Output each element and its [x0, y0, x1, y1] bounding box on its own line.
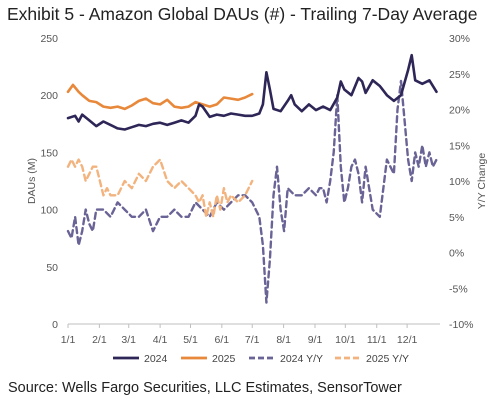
series-layer	[66, 53, 438, 304]
y-tick-label: 50	[46, 262, 58, 274]
legend-label: 2025 Y/Y	[366, 353, 409, 365]
y-tick-label: 200	[40, 90, 58, 102]
y2-tick-label: 15%	[449, 140, 470, 152]
legend-label: 2025	[212, 353, 236, 365]
legend: 2024 2025 2024 Y/Y 2025 Y/Y	[113, 353, 409, 365]
series-line-2024-y-y	[66, 79, 438, 304]
series-line-2025	[66, 83, 254, 111]
x-tick-label: 3/1	[121, 334, 136, 346]
x-tick-label: 7/1	[245, 334, 260, 346]
x-tick-label: 6/1	[215, 334, 230, 346]
y-tick-label: 150	[40, 147, 58, 159]
legend-label: 2024 Y/Y	[280, 353, 323, 365]
y2-tick-label: 10%	[449, 176, 470, 188]
y2-tick-label: 25%	[449, 69, 470, 81]
x-axis-ticks: 1/1 2/1 3/1 4/1 5/1 6/1 7/1 8/1 9/1 10/1 11/1 12/1	[61, 324, 418, 346]
series-line-2025-y-y	[66, 158, 254, 219]
left-axis-ticks: 0 50 100 150 200 250	[40, 33, 58, 331]
x-tick-label: 5/1	[183, 334, 198, 346]
y-tick-label: 100	[40, 205, 58, 217]
x-tick-label: 8/1	[276, 334, 291, 346]
legend-label: 2024	[144, 353, 168, 365]
y-tick-label: 0	[52, 319, 58, 331]
y2-axis-label: Y/Y Change	[476, 153, 488, 210]
x-tick-label: 2/1	[92, 334, 107, 346]
y2-tick-label: 5%	[449, 212, 464, 224]
chart-source: Source: Wells Fargo Securities, LLC Esti…	[8, 380, 402, 396]
y2-tick-label: 0%	[449, 248, 464, 260]
x-tick-label: 12/1	[397, 334, 418, 346]
x-tick-label: 9/1	[308, 334, 323, 346]
x-tick-label: 11/1	[367, 334, 387, 346]
y2-tick-label: 20%	[449, 105, 470, 117]
series-line-2024	[66, 53, 438, 131]
x-tick-label: 10/1	[335, 334, 356, 346]
y2-tick-label: -5%	[449, 283, 468, 295]
chart-title: Exhibit 5 - Amazon Global DAUs (#) - Tra…	[7, 4, 478, 24]
y-tick-label: 250	[40, 33, 58, 45]
y2-tick-label: -10%	[449, 319, 474, 331]
x-tick-label: 4/1	[153, 334, 168, 346]
y2-tick-label: 30%	[449, 33, 470, 45]
y-axis-label: DAUs (M)	[26, 158, 38, 204]
right-axis-ticks: -10% -5% 0% 5% 10% 15% 20% 25% 30%	[449, 33, 474, 331]
x-tick-label: 1/1	[61, 334, 76, 346]
